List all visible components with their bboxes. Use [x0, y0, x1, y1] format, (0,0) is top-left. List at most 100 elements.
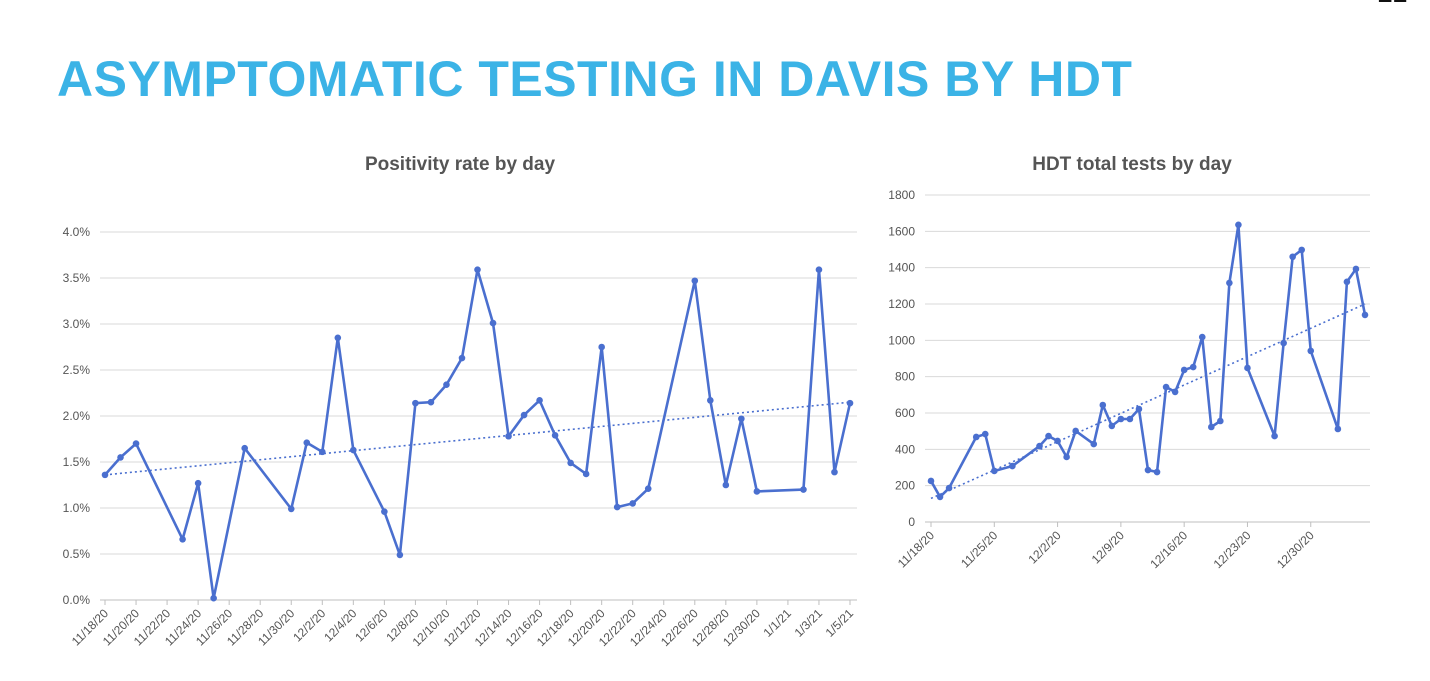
data-point [1235, 221, 1242, 229]
x-tick-label: 12/6/20 [352, 606, 390, 644]
data-point [567, 459, 574, 467]
y-tick-label: 200 [895, 479, 915, 493]
data-point [443, 381, 450, 389]
data-point [381, 508, 388, 515]
data-point [1063, 453, 1070, 461]
x-tick-label: 12/30/20 [1274, 528, 1317, 571]
data-point [1343, 278, 1351, 286]
y-tick-label: 1200 [888, 297, 915, 311]
trendline [104, 401, 851, 476]
data-point [1334, 425, 1342, 433]
data-point [1289, 253, 1296, 261]
data-point [1280, 339, 1287, 347]
x-tick-label: 12/2/20 [290, 606, 328, 644]
x-tick-label: 11/25/20 [958, 528, 1001, 571]
data-point [691, 277, 699, 285]
series-line [104, 268, 852, 600]
data-point [831, 468, 838, 476]
data-point [945, 484, 953, 492]
data-point [1099, 401, 1107, 409]
y-tick-label: 400 [895, 442, 915, 456]
data-point [707, 397, 714, 404]
data-point [1244, 364, 1251, 372]
y-tick-label: 3.5% [63, 271, 91, 285]
data-point [396, 551, 404, 559]
y-tick-label: 1.0% [63, 501, 91, 515]
data-point [489, 319, 497, 327]
chart-title: HDT total tests by day [1032, 154, 1232, 175]
data-point [117, 454, 124, 461]
data-point [132, 440, 140, 447]
trendline [930, 303, 1366, 500]
y-tick-label: 0 [908, 515, 915, 529]
data-point [350, 446, 357, 454]
data-point [936, 493, 944, 501]
y-tick-label: 1800 [888, 188, 915, 202]
data-point [303, 439, 311, 446]
data-point [1361, 311, 1369, 319]
data-point [412, 399, 419, 407]
data-point [927, 477, 935, 485]
data-point [1207, 423, 1215, 431]
data-point [981, 430, 989, 438]
data-point [800, 486, 807, 493]
y-tick-label: 800 [895, 370, 915, 384]
page-number: 21 [1378, 0, 1407, 9]
x-tick-label: 1/5/21 [823, 606, 857, 640]
data-point [629, 500, 637, 507]
data-point [287, 505, 295, 513]
data-point [179, 535, 186, 543]
data-point [1162, 383, 1170, 391]
x-tick-label: 12/16/20 [1147, 528, 1190, 571]
data-point [427, 398, 435, 406]
data-point [1189, 363, 1197, 371]
x-tick-label: 12/9/20 [1089, 528, 1127, 566]
data-point [474, 266, 481, 274]
data-point [846, 399, 854, 407]
y-tick-label: 4.0% [63, 225, 91, 239]
y-tick-label: 2.0% [63, 409, 91, 423]
data-point [1090, 440, 1098, 448]
data-point [551, 432, 559, 439]
data-point [972, 433, 980, 441]
data-point [1198, 333, 1206, 341]
data-point [1126, 415, 1134, 423]
data-point [1153, 468, 1161, 476]
y-tick-label: 1.5% [63, 455, 91, 469]
data-point [520, 411, 528, 419]
data-point [613, 503, 621, 511]
data-point [536, 397, 543, 404]
data-point [241, 444, 248, 452]
y-tick-label: 2.5% [63, 363, 91, 377]
data-point [1036, 442, 1043, 450]
y-tick-label: 1400 [888, 261, 915, 275]
x-tick-label: 11/18/20 [895, 528, 938, 571]
x-tick-label: 12/2/20 [1025, 528, 1063, 566]
data-point [194, 479, 202, 487]
series-line [929, 223, 1367, 499]
data-point [722, 481, 730, 489]
data-point [738, 415, 745, 423]
data-point [1298, 246, 1306, 254]
data-point [1009, 462, 1016, 470]
data-point [815, 266, 823, 274]
x-tick-label: 1/1/21 [761, 606, 795, 640]
y-tick-label: 0.0% [63, 593, 91, 607]
data-point [1226, 279, 1233, 287]
data-point [458, 354, 466, 362]
data-point [1144, 466, 1152, 474]
data-point [1271, 432, 1278, 440]
x-tick-label: 12/4/20 [321, 606, 359, 644]
y-tick-label: 600 [895, 406, 915, 420]
data-point [1108, 422, 1116, 430]
x-tick-label: 12/23/20 [1211, 528, 1254, 571]
chart-1: Positivity rate by day 0.0% 0.5% 1.0% 1.5% 2.… [63, 154, 857, 649]
chart-2: HDT total tests by day 0 200 400 600 800 1000 1… [888, 154, 1370, 571]
data-point [210, 594, 217, 602]
data-point [1307, 347, 1315, 355]
x-tick-label: 1/3/21 [792, 606, 826, 640]
data-point [1135, 405, 1143, 413]
chart-title: Positivity rate by day [365, 154, 556, 175]
data-point [582, 470, 590, 478]
